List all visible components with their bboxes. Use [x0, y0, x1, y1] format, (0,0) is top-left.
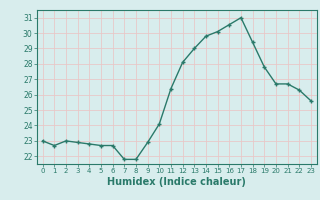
X-axis label: Humidex (Indice chaleur): Humidex (Indice chaleur): [108, 177, 246, 187]
